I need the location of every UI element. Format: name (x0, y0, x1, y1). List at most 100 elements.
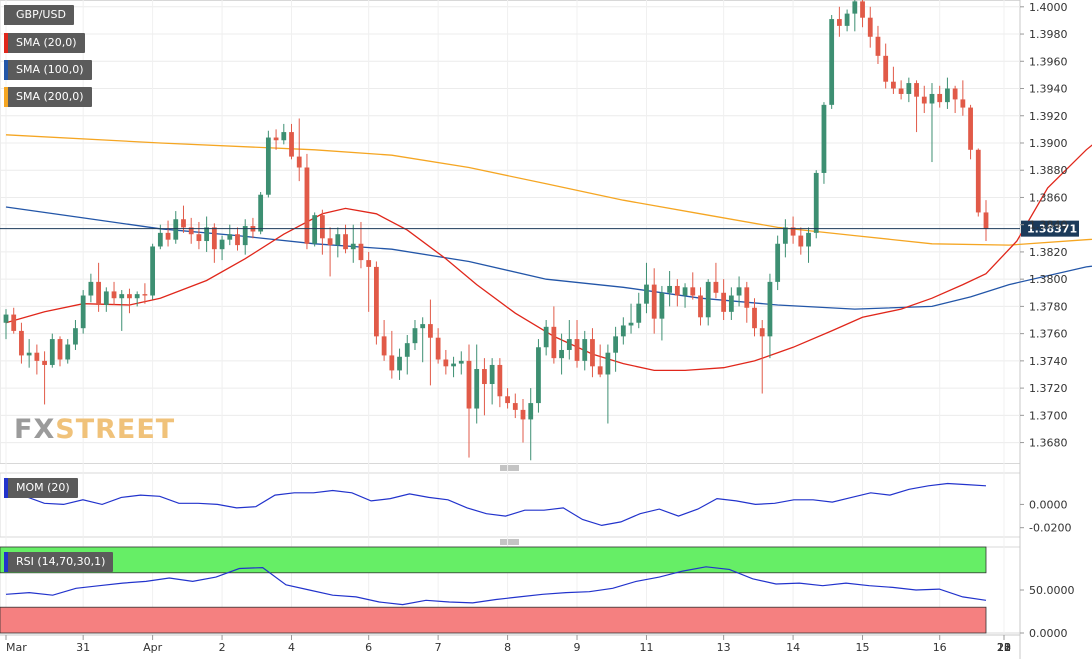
price-tick-label: 1.3800 (1029, 273, 1068, 286)
candle-body (906, 83, 912, 94)
legend-mom: MOM (20) (4, 478, 78, 498)
watermark-fx: FX (14, 414, 56, 445)
candle-body (860, 1, 865, 18)
candle-body (428, 324, 433, 338)
candle-body (891, 81, 896, 89)
candle-body (65, 344, 71, 360)
candle-body (767, 281, 773, 337)
candle-body (543, 326, 549, 348)
time-tick-label: 2 (219, 641, 226, 654)
candle-body (11, 314, 17, 331)
candle-body (242, 226, 248, 246)
candle-body (482, 369, 487, 385)
rsi-oversold-zone (0, 606, 987, 634)
candle-body (358, 243, 364, 261)
legend-rsi-swatch (4, 552, 8, 572)
price-tick-label: 1.3740 (1029, 355, 1068, 368)
candle-body (458, 360, 464, 364)
price-tick-label: 1.3940 (1029, 83, 1068, 96)
time-tick-label: 4 (288, 641, 295, 654)
candle-body (312, 215, 318, 244)
candle-body (435, 337, 441, 360)
candle-body (651, 284, 657, 319)
candle-body (88, 281, 94, 296)
time-tick-label: 18 (997, 641, 1011, 654)
candle-body (829, 19, 835, 105)
price-tick-label: 1.3860 (1029, 191, 1068, 204)
candle-body (412, 328, 418, 344)
candle-body (782, 227, 788, 244)
legend-rsi-label: RSI (14,70,30,1) (16, 555, 106, 568)
candle-body (327, 238, 333, 246)
axis-layer: 1.4000 1.3980 1.3960 1.3940 1.3920 1.3900 1.38… (5, 1, 1075, 654)
price-tick-label: 1.3960 (1029, 55, 1068, 68)
candle-body (489, 364, 495, 385)
candle-body (281, 132, 287, 141)
candle-body (350, 243, 356, 250)
candle-body (790, 227, 796, 236)
candle-body (343, 234, 348, 250)
candle-body (520, 409, 526, 420)
candle-body (235, 234, 240, 246)
candle-body (775, 243, 781, 282)
candle-body (73, 328, 78, 345)
legend-sma200-label: SMA (200,0) (16, 90, 84, 103)
candle-body (119, 294, 125, 299)
candle-body (582, 339, 588, 361)
candle-body (404, 343, 410, 357)
time-tick-label: 9 (574, 641, 581, 654)
candle-body (559, 349, 564, 359)
legend-gbpusd-swatch (4, 5, 8, 25)
price-tick-label: 1.3980 (1029, 28, 1068, 41)
candle-body (597, 366, 603, 375)
candle-body (836, 19, 842, 26)
candle-body (273, 137, 279, 141)
candle-body (752, 307, 757, 329)
candle-body (983, 212, 989, 229)
candle-body (127, 294, 132, 299)
candle-body (551, 326, 557, 359)
candle-layer (3, 0, 989, 461)
candle-body (211, 227, 217, 250)
candle-body (759, 328, 765, 337)
candle-body (705, 281, 711, 318)
candle-body (474, 369, 480, 409)
candle-body (219, 239, 225, 250)
candle-body (19, 330, 24, 356)
candle-body (42, 360, 47, 365)
candle-body (319, 215, 325, 239)
candle-body (844, 13, 850, 26)
candle-body (466, 360, 472, 409)
candle-body (443, 359, 449, 367)
price-tick-label: 1.3780 (1029, 300, 1068, 313)
candle-body (150, 246, 156, 296)
candle-body (636, 303, 642, 323)
legend-sma20: SMA (20,0) (4, 33, 85, 53)
candle-body (744, 287, 750, 308)
candle-body (374, 266, 379, 337)
candle-body (296, 156, 302, 168)
rsi-tick-label: 50.0000 (1029, 584, 1075, 597)
price-tick-label: 1.3700 (1029, 409, 1068, 422)
rsi-tick-label: 0.0000 (1029, 627, 1068, 640)
candle-body (173, 219, 179, 240)
time-tick-label: 15 (856, 641, 870, 654)
candle-body (659, 292, 665, 319)
candle-body (952, 88, 958, 100)
watermark-street: STREET (55, 414, 176, 445)
candle-body (613, 336, 618, 353)
price-tick-label: 1.4000 (1029, 1, 1068, 14)
legend-sma20-label: SMA (20,0) (16, 36, 77, 49)
candle-body (852, 1, 858, 14)
candle-body (713, 281, 719, 293)
candle-body (304, 167, 310, 244)
candle-body (227, 234, 233, 240)
current-price-label: 1.38371 (1027, 223, 1077, 236)
time-tick-label: 6 (365, 641, 372, 654)
candle-body (937, 93, 943, 103)
candle-body (3, 314, 9, 323)
candle-body (49, 339, 55, 365)
candle-body (975, 149, 981, 213)
